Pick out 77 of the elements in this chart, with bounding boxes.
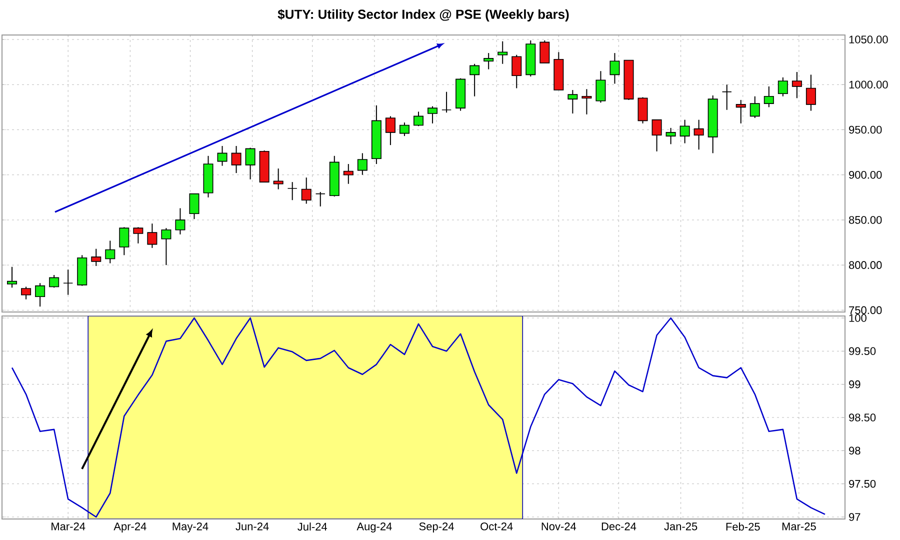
x-tick-label: Dec-24 bbox=[602, 522, 636, 530]
y-tick-label: 98.50 bbox=[849, 414, 876, 422]
x-tick-label: Aug-24 bbox=[356, 522, 392, 532]
candlestick bbox=[273, 168, 284, 190]
candlestick bbox=[638, 96, 648, 124]
y-tick-label: 900.00 bbox=[849, 170, 882, 179]
x-tick-label: Jun-24 bbox=[236, 522, 269, 530]
x-tick-label: Mar-24 bbox=[52, 522, 86, 530]
candlestick bbox=[470, 63, 480, 97]
candlestick bbox=[105, 240, 116, 264]
y-tick-label: 950.00 bbox=[849, 126, 882, 134]
y-tick-label: 850.00 bbox=[849, 216, 882, 224]
candlestick bbox=[301, 177, 312, 204]
y-tick-label: 97.50 bbox=[849, 480, 876, 488]
candlestick bbox=[343, 164, 354, 184]
x-tick-label: Mar-25 bbox=[782, 522, 816, 530]
candlestick bbox=[610, 52, 620, 84]
candlestick bbox=[413, 111, 424, 127]
y-tick-label: 800.00 bbox=[849, 261, 882, 269]
candlestick bbox=[582, 88, 592, 115]
candlestick bbox=[442, 91, 452, 114]
chart-title: $UTY: Utility Sector Index @ PSE (Weekly bars) bbox=[278, 9, 569, 22]
candlestick bbox=[175, 208, 186, 235]
candlestick bbox=[147, 223, 158, 248]
candlestick bbox=[512, 54, 522, 89]
candlestick bbox=[568, 90, 578, 114]
candlestick bbox=[778, 76, 788, 97]
candlestick bbox=[7, 266, 18, 288]
y-tick-label: 750.00 bbox=[849, 306, 882, 314]
x-tick-label: Jan-25 bbox=[664, 522, 698, 530]
candlestick bbox=[750, 96, 760, 118]
candlestick bbox=[792, 71, 802, 99]
candlestick bbox=[428, 106, 438, 124]
candlestick bbox=[596, 70, 606, 104]
y-tick-label: 99 bbox=[849, 380, 860, 388]
candlestick bbox=[91, 248, 102, 266]
candlestick bbox=[764, 86, 774, 108]
candlestick bbox=[35, 282, 46, 308]
candlestick bbox=[161, 228, 172, 266]
candlestick bbox=[666, 127, 676, 145]
x-tick-label: Jul-24 bbox=[298, 522, 328, 531]
candlestick bbox=[680, 119, 690, 144]
candlestick bbox=[806, 74, 816, 112]
candlestick bbox=[245, 147, 256, 180]
candlestick bbox=[694, 119, 704, 150]
x-tick-label: Feb-25 bbox=[726, 522, 760, 531]
candlestick bbox=[722, 84, 732, 110]
y-tick-label: 97 bbox=[849, 513, 860, 521]
x-tick-label: Oct-24 bbox=[480, 522, 513, 530]
y-tick-label: 1000.00 bbox=[849, 80, 888, 89]
line-series bbox=[11, 317, 826, 518]
candlestick bbox=[484, 52, 494, 70]
candlestick bbox=[119, 226, 130, 256]
candlestick bbox=[315, 191, 326, 207]
y-tick-label: 100 bbox=[849, 314, 866, 322]
candlestick bbox=[385, 116, 396, 146]
candlestick bbox=[287, 182, 298, 201]
y-tick-label: 1050.00 bbox=[849, 36, 888, 44]
candlestick bbox=[49, 274, 60, 288]
candlestick bbox=[133, 226, 144, 244]
x-tick-label: Nov-24 bbox=[542, 522, 576, 530]
x-tick-label: Apr-24 bbox=[114, 522, 146, 532]
candlestick bbox=[399, 122, 410, 137]
y-tick-label: 99.50 bbox=[849, 347, 876, 356]
x-tick-label: Sep-24 bbox=[419, 522, 454, 532]
candlestick bbox=[540, 40, 550, 64]
candlestick bbox=[189, 193, 200, 220]
candlestick bbox=[357, 152, 368, 176]
candlestick bbox=[652, 119, 662, 152]
candlestick bbox=[498, 40, 508, 64]
candlestick bbox=[63, 269, 74, 296]
y-tick-label: 98 bbox=[849, 446, 860, 455]
candlestick bbox=[21, 286, 32, 300]
x-tick-label: May-24 bbox=[172, 522, 208, 532]
candlestick bbox=[736, 99, 746, 124]
candlestick bbox=[231, 145, 242, 174]
candlestick bbox=[217, 145, 228, 166]
